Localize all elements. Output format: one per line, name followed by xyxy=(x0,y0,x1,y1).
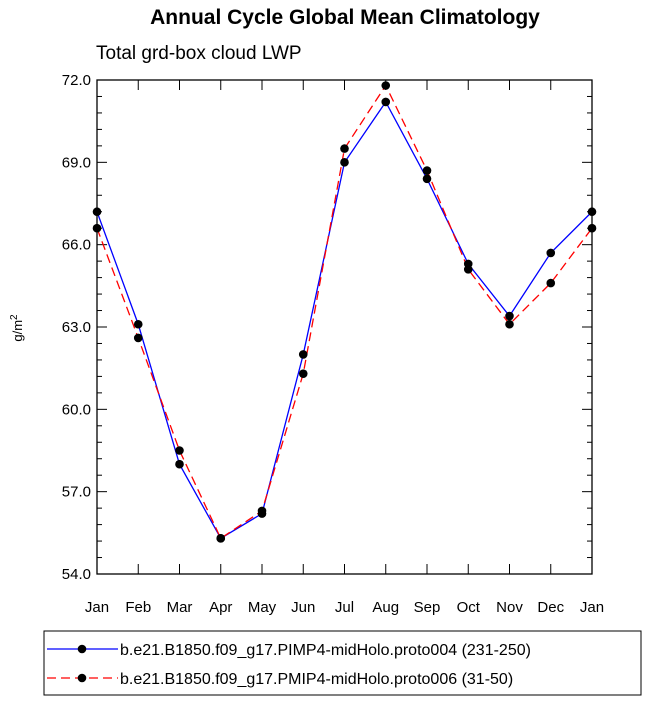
series-2-point xyxy=(92,223,102,233)
series-1-point xyxy=(546,248,556,258)
legend-marker-2 xyxy=(77,673,87,683)
legend-box xyxy=(43,630,642,696)
x-tick-label: May xyxy=(248,599,277,616)
series-line-2 xyxy=(96,84,593,540)
chart-subtitle: Total grd-box cloud LWP xyxy=(96,43,302,64)
series-2-point xyxy=(546,278,556,288)
legend-marker-1 xyxy=(77,644,87,654)
x-tick-label: Aug xyxy=(372,599,399,616)
series-1-point xyxy=(298,350,308,359)
x-tick-label: Jun xyxy=(291,599,315,616)
y-tick-label: 63.0 xyxy=(62,319,91,336)
series-1-point xyxy=(92,207,102,217)
series-2-point xyxy=(422,166,432,175)
series-line-1 xyxy=(96,100,593,540)
y-tick-label: 57.0 xyxy=(62,484,91,501)
series-2-point xyxy=(216,534,226,543)
x-tick-label: Nov xyxy=(496,599,523,616)
series-1-point xyxy=(340,158,349,167)
series-2-point xyxy=(175,446,184,455)
series-layer xyxy=(92,81,597,543)
x-tick-label: Sep xyxy=(414,599,441,616)
series-1-point xyxy=(381,97,391,107)
y-tick-label: 69.0 xyxy=(62,154,91,171)
series-2-point xyxy=(257,506,267,516)
x-tick-label: Jan xyxy=(85,599,109,616)
series-2-point xyxy=(133,333,143,343)
series-1-point xyxy=(505,311,514,321)
plot-frame xyxy=(96,79,593,575)
series-1-point xyxy=(422,174,432,184)
legend-label-2: b.e21.B1850.f09_g17.PMIP4-midHolo.proto0… xyxy=(120,671,513,688)
axes: 54.0 57.0 60.0 63.0 66.0 69.0 72.0 Jan Feb Mar Apr… xyxy=(62,72,604,616)
chart-title: Annual Cycle Global Mean Climatology xyxy=(150,6,540,29)
svg-text:g/m2: g/m2 xyxy=(9,314,25,342)
y-tick-label: 54.0 xyxy=(62,566,91,583)
x-tick-label: Jul xyxy=(335,599,354,616)
y-axis-label-superscript: 2 xyxy=(9,314,20,320)
y-axis-label-text: g/m xyxy=(10,320,25,342)
x-tick-label: Apr xyxy=(209,599,232,616)
x-tick-label: Mar xyxy=(167,599,193,616)
series-1-point xyxy=(175,459,184,469)
x-tick-label: Dec xyxy=(537,599,564,616)
legend: b.e21.B1850.f09_g17.PIMP4-midHolo.proto0… xyxy=(43,630,642,696)
x-tick-label: Oct xyxy=(457,599,481,616)
series-1-point xyxy=(133,319,143,329)
series-2-point xyxy=(505,319,514,329)
series-2-point xyxy=(298,369,308,378)
y-tick-label: 72.0 xyxy=(62,72,91,89)
x-tick-label: Feb xyxy=(125,599,151,616)
series-2-point xyxy=(463,265,473,274)
legend-label-1: b.e21.B1850.f09_g17.PIMP4-midHolo.proto0… xyxy=(120,642,531,659)
y-axis-label: g/m2 xyxy=(9,314,25,342)
series-2-point xyxy=(340,144,349,153)
series-2-point xyxy=(381,81,391,90)
y-tick-label: 60.0 xyxy=(62,401,91,418)
x-tick-label: Jan xyxy=(580,599,604,616)
series-2-point xyxy=(587,223,597,233)
y-tick-label: 66.0 xyxy=(62,237,91,254)
series-1-point xyxy=(587,207,597,217)
